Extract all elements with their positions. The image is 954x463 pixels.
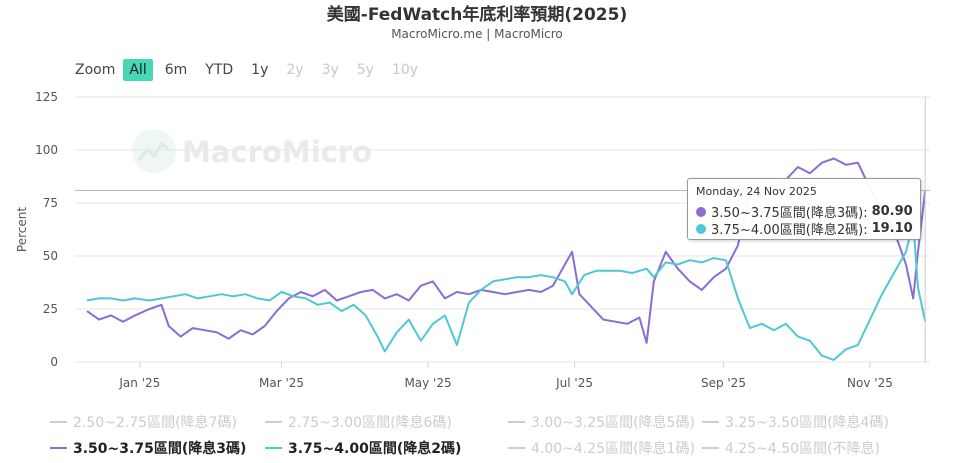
legend-item-1[interactable]: 2.75~3.00區間(降息6碼)	[265, 412, 452, 432]
x-tick-label: Nov '25	[847, 376, 893, 390]
zoom-all-button[interactable]: All	[123, 59, 153, 81]
series-line-5[interactable]	[86, 221, 927, 361]
chart-title: 美國-FedWatch年底利率預期(2025)	[326, 5, 628, 25]
legend-swatch-icon	[702, 421, 719, 423]
tooltip-row-series1: 3.50~3.75區間(降息3碼): 80.90	[696, 202, 913, 221]
legend-item-2[interactable]: 3.00~3.25區間(降息5碼)	[508, 412, 695, 432]
tooltip-value: 19.10	[871, 221, 913, 236]
y-tick-label: 125	[35, 90, 58, 104]
zoom-6m-button[interactable]: 6m	[164, 62, 188, 78]
tooltip-value: 80.90	[871, 204, 913, 219]
legend-swatch-icon	[50, 421, 67, 423]
tooltip-dot-icon	[696, 206, 706, 217]
watermark: MacroMicro	[132, 129, 372, 173]
chart-subtitle: MacroMicro.me | MacroMicro	[391, 27, 563, 41]
zoom-label: Zoom	[75, 62, 116, 78]
x-axis: Jan '25 Mar '25 May '25 Jul '25 Sep '25 Nov '…	[118, 362, 893, 390]
zoom-ytd-button[interactable]: YTD	[205, 62, 234, 78]
y-tick-label: 0	[50, 355, 58, 369]
legend-swatch-icon	[50, 447, 67, 449]
legend-swatch-icon	[702, 447, 719, 449]
legend-swatch-icon	[508, 447, 525, 449]
zoom-5y-button[interactable]: 5y	[356, 62, 374, 78]
zoom-1y-button[interactable]: 1y	[251, 62, 269, 78]
legend-item-4[interactable]: 3.50~3.75區間(降息3碼)	[50, 438, 246, 458]
watermark-logo-mark	[137, 141, 169, 161]
y-tick-label: 75	[43, 196, 58, 210]
y-tick-label: 25	[43, 302, 58, 316]
x-tick-label: Sep '25	[701, 376, 746, 390]
legend-item-0[interactable]: 2.50~2.75區間(降息7碼)	[50, 412, 237, 432]
series-lines	[86, 157, 927, 361]
legend-item-7[interactable]: 4.25~4.50區間(不降息)	[702, 438, 880, 458]
zoom-3y-button[interactable]: 3y	[321, 62, 339, 78]
legend-label: 3.00~3.25區間(降息5碼)	[531, 415, 695, 431]
series-line-4[interactable]	[86, 157, 927, 344]
x-tick-label: Jan '25	[118, 376, 160, 390]
zoom-10y-button[interactable]: 10y	[391, 62, 419, 78]
y-tick-label: 100	[35, 143, 58, 157]
legend-label: 3.25~3.50區間(降息4碼)	[725, 415, 889, 431]
legend-label: 4.00~4.25區間(降息1碼)	[531, 441, 695, 457]
tooltip-label: 3.50~3.75區間(降息3碼):	[711, 206, 868, 221]
legend-label: 4.25~4.50區間(不降息)	[725, 441, 880, 457]
y-tick-label: 50	[43, 249, 58, 263]
legend-label: 2.50~2.75區間(降息7碼)	[73, 415, 237, 431]
watermark-text: MacroMicro	[182, 135, 372, 169]
legend-item-3[interactable]: 3.25~3.50區間(降息4碼)	[702, 412, 889, 432]
legend-label: 3.75~4.00區間(降息2碼)	[288, 441, 462, 457]
legend-swatch-icon	[265, 447, 282, 449]
legend-item-6[interactable]: 4.00~4.25區間(降息1碼)	[508, 438, 695, 458]
legend-swatch-icon	[265, 421, 282, 423]
x-tick-label: Mar '25	[259, 376, 304, 390]
tooltip-date: Monday, 24 Nov 2025	[696, 185, 817, 198]
legend-item-5[interactable]: 3.75~4.00區間(降息2碼)	[265, 438, 461, 458]
tooltip-label: 3.75~4.00區間(降息2碼):	[711, 223, 868, 238]
tooltip-dot-icon	[696, 223, 706, 234]
y-axis: 0 25 50 75 100 125	[35, 90, 58, 369]
legend-label: 3.50~3.75區間(降息3碼)	[73, 441, 247, 457]
chart-tooltip: Monday, 24 Nov 2025 3.50~3.75區間(降息3碼): 8…	[687, 178, 921, 240]
tooltip-row-series2: 3.75~4.00區間(降息2碼): 19.10	[696, 219, 913, 238]
watermark-logo-icon	[132, 129, 176, 173]
zoom-2y-button[interactable]: 2y	[286, 62, 304, 78]
legend-label: 2.75~3.00區間(降息6碼)	[288, 415, 452, 431]
zoom-toolbar: Zoom All 6m YTD 1y 2y 3y 5y 10y	[75, 58, 430, 82]
x-tick-label: May '25	[404, 376, 451, 390]
legend-swatch-icon	[508, 421, 525, 423]
y-axis-label: Percent	[15, 207, 29, 252]
x-tick-label: Jul '25	[555, 376, 593, 390]
